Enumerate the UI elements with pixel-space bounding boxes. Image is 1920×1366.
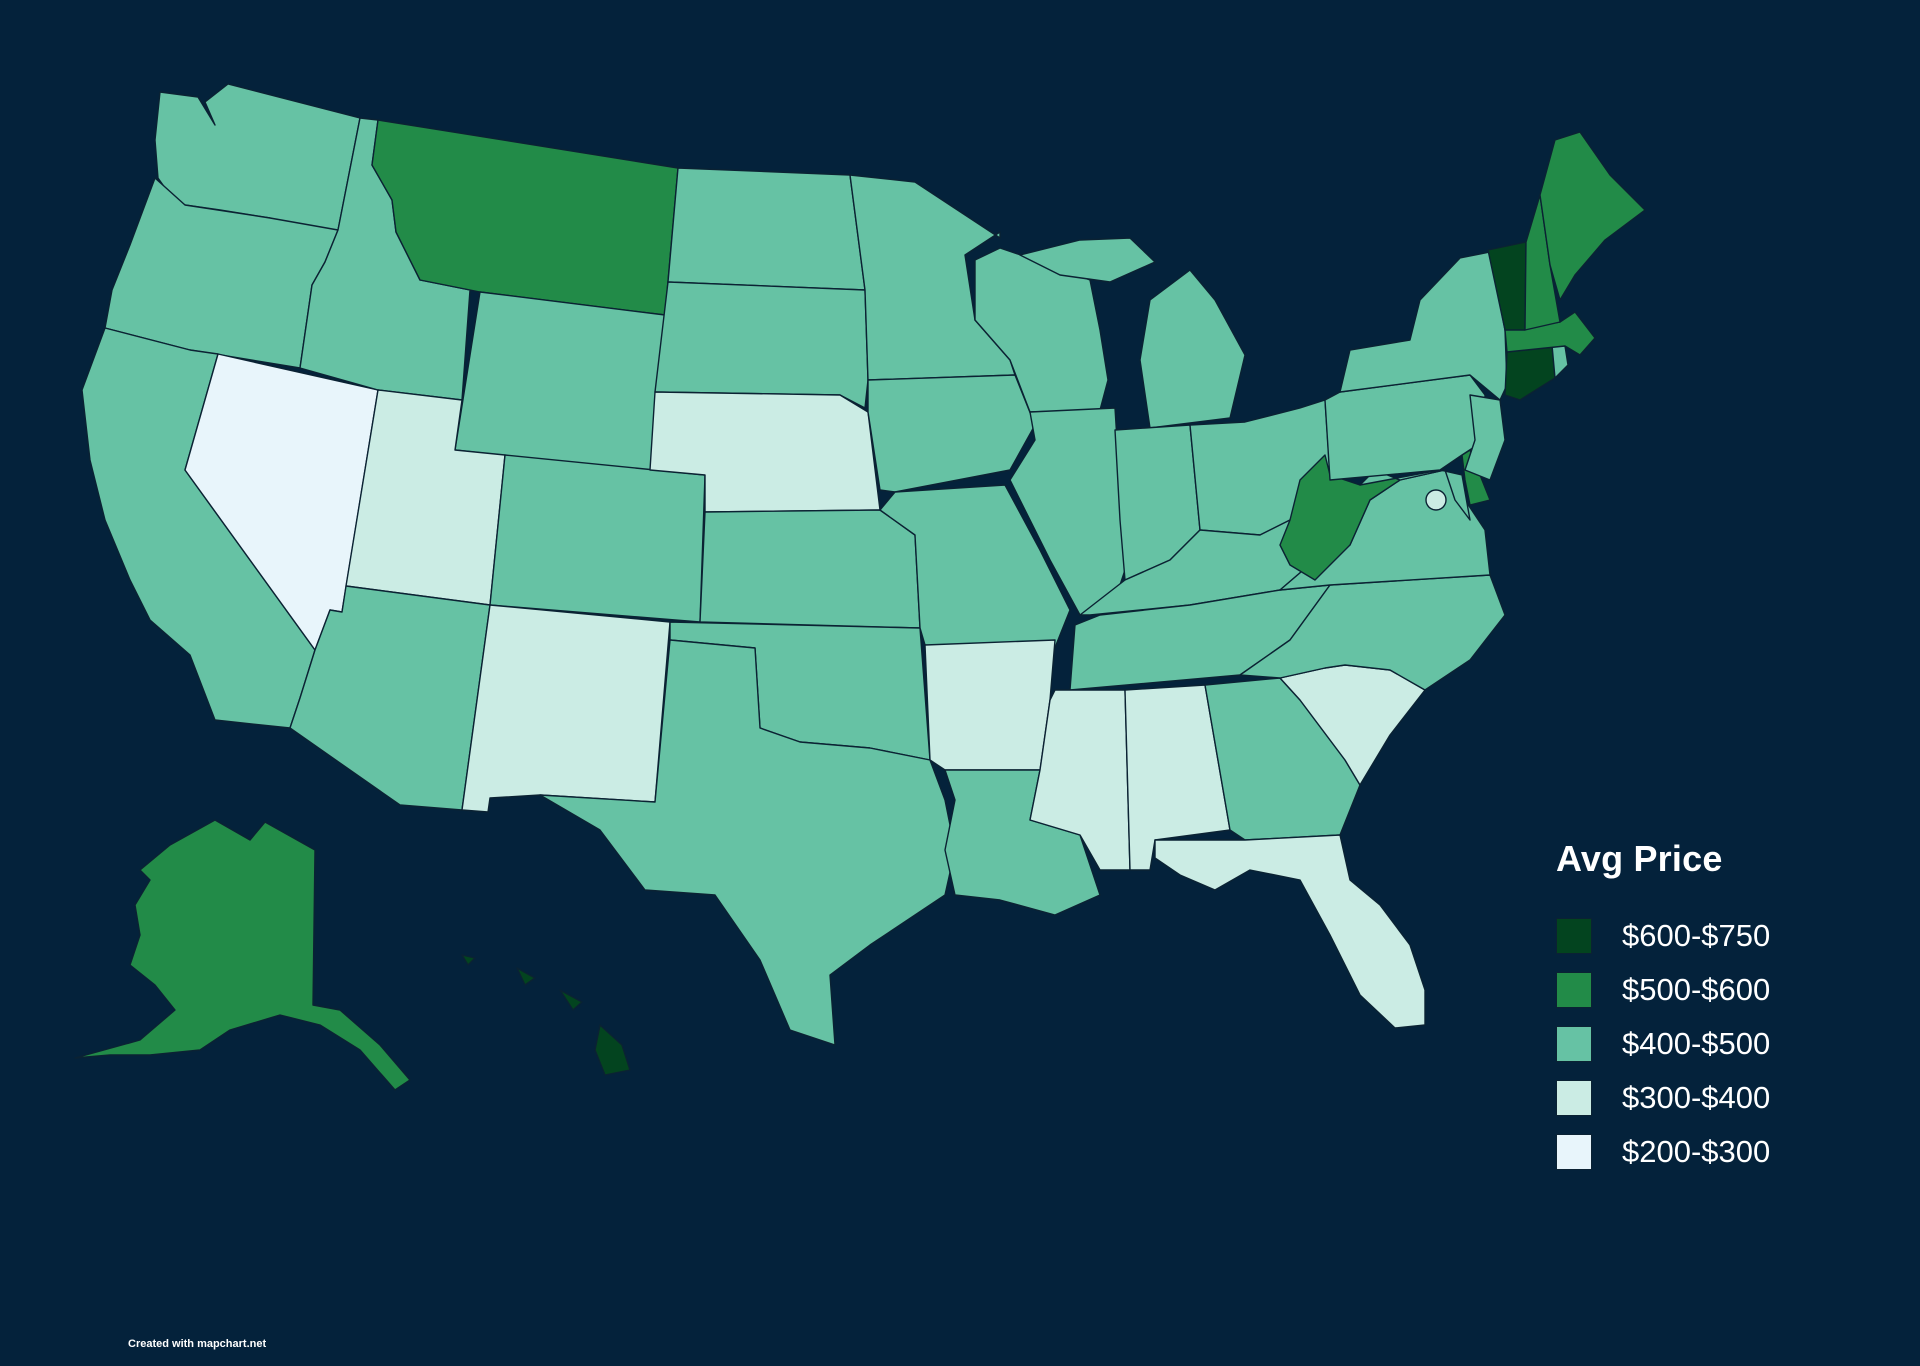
legend-swatch: [1556, 918, 1592, 954]
state-NC[interactable]: [1239, 574, 1506, 691]
state-RI[interactable]: [1551, 344, 1569, 379]
state-MA[interactable]: [1504, 311, 1596, 356]
state-AK[interactable]: [74, 819, 411, 1091]
credit-text: Created with mapchart.net: [128, 1338, 267, 1350]
legend-item-500-600: $500-$600: [1556, 970, 1770, 1010]
legend-label: $600-$750: [1622, 918, 1771, 953]
legend-label: $400-$500: [1622, 1026, 1771, 1061]
map-legend: Avg Price $600-$750 $500-$600 $400-$500 …: [1556, 838, 1770, 1186]
legend-item-400-500: $400-$500: [1556, 1024, 1770, 1064]
state-ND[interactable]: [667, 167, 866, 291]
legend-swatch: [1556, 1080, 1592, 1116]
state-WY[interactable]: [454, 291, 666, 473]
state-CT[interactable]: [1504, 344, 1556, 401]
state-IA[interactable]: [867, 374, 1036, 493]
legend-swatch: [1556, 1134, 1592, 1170]
state-NY[interactable]: [1339, 251, 1508, 401]
state-TX[interactable]: [539, 639, 956, 1046]
state-FL[interactable]: [1154, 834, 1426, 1029]
state-MI[interactable]: [1019, 237, 1246, 429]
legend-label: $200-$300: [1622, 1134, 1771, 1169]
state-NM[interactable]: [461, 604, 671, 813]
legend-swatch: [1556, 972, 1592, 1008]
state-NH[interactable]: [1524, 194, 1561, 331]
state-KS[interactable]: [699, 509, 921, 629]
legend-item-600-750: $600-$750: [1556, 916, 1770, 956]
legend-swatch: [1556, 1026, 1592, 1062]
state-HI[interactable]: [461, 954, 631, 1076]
state-AR[interactable]: [924, 639, 1056, 771]
state-CO[interactable]: [489, 454, 706, 623]
legend-item-200-300: $200-$300: [1556, 1132, 1770, 1172]
legend-title: Avg Price: [1556, 838, 1723, 879]
legend-item-300-400: $300-$400: [1556, 1078, 1770, 1118]
state-SD[interactable]: [654, 281, 869, 409]
state-DC[interactable]: [1425, 489, 1447, 511]
legend-label: $300-$400: [1622, 1080, 1771, 1115]
state-ME[interactable]: [1539, 131, 1646, 301]
legend-label: $500-$600: [1622, 972, 1771, 1007]
